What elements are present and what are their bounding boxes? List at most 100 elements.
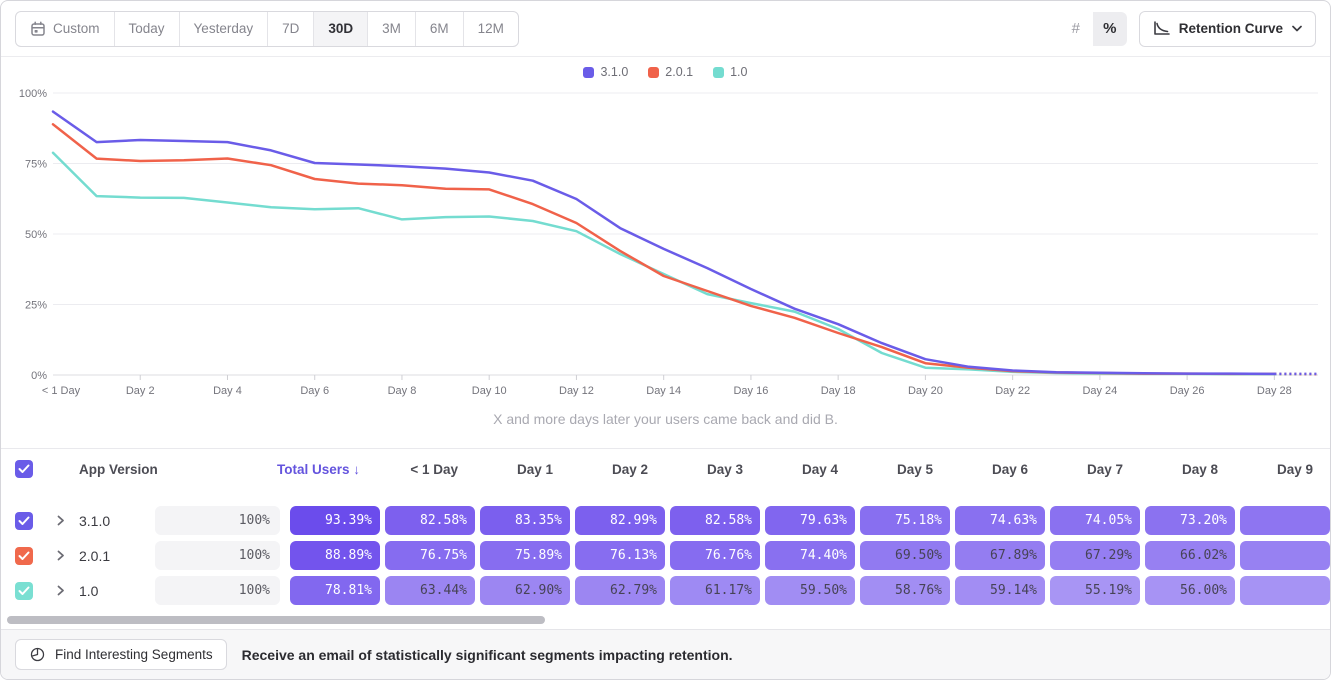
date-range-today[interactable]: Today	[115, 11, 180, 46]
row-app-version-label: 2.0.1	[79, 547, 111, 564]
date-range-12m[interactable]: 12M	[464, 12, 518, 46]
retention-cell[interactable]: 75.89%	[480, 541, 570, 570]
retention-cell[interactable]: 56.00%	[1145, 576, 1235, 605]
series-line-1.0	[51, 151, 1276, 376]
y-axis-tick: 75%	[25, 159, 47, 171]
table-header-row: App Version Total Users ↓ < 1 Day Day 1 Da…	[1, 449, 1330, 489]
date-range-label: 12M	[477, 21, 504, 36]
x-axis-tick: Day 22	[995, 385, 1030, 397]
column-header-day-8: Day 8	[1181, 461, 1218, 477]
retention-table: App Version Total Users ↓ < 1 Day Day 1 Da…	[1, 448, 1330, 611]
table-row-3.1.0: 3.1.0 100% 93.39% 82.58% 83.35% 82.99% 82.58% 7…	[1, 506, 1330, 535]
row-checkbox-2.0.1[interactable]	[15, 546, 33, 565]
date-range-label: 3M	[382, 21, 401, 36]
date-range-custom[interactable]: Custom	[16, 11, 115, 46]
legend-swatch-icon	[648, 66, 660, 78]
date-range-label: Custom	[53, 21, 100, 36]
find-interesting-segments-button[interactable]: Find Interesting Segments	[15, 639, 227, 670]
retention-cell[interactable]: 75.18%	[860, 506, 950, 535]
total-users-cell: 100%	[155, 576, 280, 605]
retention-cell[interactable]: 55.19%	[1050, 576, 1140, 605]
x-axis-tick: Day 10	[472, 385, 507, 397]
retention-cell[interactable]: 66.02%	[1145, 541, 1235, 570]
calendar-icon	[30, 21, 46, 37]
x-axis-tick: Day 14	[646, 385, 681, 397]
x-axis-tick: Day 8	[388, 385, 417, 397]
expand-chevron-icon[interactable]	[57, 515, 73, 526]
expand-chevron-icon[interactable]	[57, 585, 73, 596]
column-header-day-2: Day 2	[611, 461, 648, 477]
retention-cell[interactable]: 67.29%	[1050, 541, 1140, 570]
retention-cell-partial	[1240, 506, 1330, 535]
y-axis-tick: 0%	[31, 370, 47, 382]
retention-cell[interactable]: 76.76%	[670, 541, 760, 570]
view-selector[interactable]: Retention Curve	[1138, 10, 1316, 47]
row-checkbox-1.0[interactable]	[15, 581, 33, 600]
retention-cell[interactable]: 78.81%	[290, 576, 380, 605]
retention-cell[interactable]: 74.40%	[765, 541, 855, 570]
x-axis-tick: Day 4	[213, 385, 242, 397]
retention-cell[interactable]: 59.50%	[765, 576, 855, 605]
retention-cell[interactable]: 82.58%	[670, 506, 760, 535]
date-range-3m[interactable]: 3M	[368, 11, 416, 46]
retention-cell[interactable]: 76.13%	[575, 541, 665, 570]
legend-item-2.0.1[interactable]: 2.0.1	[648, 65, 693, 79]
row-app-version-label: 1.0	[79, 582, 99, 599]
row-checkbox-3.1.0[interactable]	[15, 511, 33, 530]
x-axis-tick: Day 18	[821, 385, 856, 397]
date-range-label: 7D	[282, 21, 300, 36]
column-header-day-9: Day 9	[1276, 461, 1313, 477]
retention-cell[interactable]: 61.17%	[670, 576, 760, 605]
table-row-2.0.1: 2.0.1 100% 88.89% 76.75% 75.89% 76.13% 76.76% 7…	[1, 541, 1330, 570]
retention-cell[interactable]: 62.79%	[575, 576, 665, 605]
legend-item-3.1.0[interactable]: 3.1.0	[583, 65, 628, 79]
percent-icon[interactable]: %	[1092, 11, 1127, 46]
chart-section: 3.1.0 2.0.1 1.0 0% 25% 50% 75% 100% < 1 Day Day …	[1, 57, 1330, 448]
retention-cell[interactable]: 69.50%	[860, 541, 950, 570]
day-column-headers: < 1 Day Day 1 Day 2 Day 3 Day 4 Day 5 Day 6 Day…	[366, 462, 1321, 477]
y-axis-tick: 100%	[19, 88, 47, 100]
select-all-checkbox[interactable]	[15, 460, 33, 478]
date-range-label: 30D	[328, 21, 354, 36]
number-format-toggle: #%	[1059, 11, 1127, 46]
find-interesting-segments-label: Find Interesting Segments	[55, 647, 213, 662]
retention-cell[interactable]: 67.89%	[955, 541, 1045, 570]
retention-cell[interactable]: 74.05%	[1050, 506, 1140, 535]
date-range-7d[interactable]: 7D	[268, 11, 315, 46]
column-header-app-version: App Version	[79, 461, 158, 477]
chevron-down-icon	[1292, 25, 1302, 32]
legend-item-1.0[interactable]: 1.0	[713, 65, 748, 79]
column-header-total-users[interactable]: Total Users ↓	[276, 461, 360, 477]
date-range-label: Today	[128, 21, 165, 36]
retention-cell[interactable]: 63.44%	[385, 576, 475, 605]
x-axis-tick: Day 2	[126, 385, 155, 397]
retention-line-chart: 0% 25% 50% 75% 100% < 1 Day Day 2 Day 4 Day 6 Day…	[19, 88, 1319, 397]
legend-label: 2.0.1	[665, 65, 694, 79]
retention-cell[interactable]: 59.14%	[955, 576, 1045, 605]
retention-cell[interactable]: 83.35%	[480, 506, 570, 535]
retention-cell[interactable]: 82.99%	[575, 506, 665, 535]
retention-cell[interactable]: 74.63%	[955, 506, 1045, 535]
retention-cell[interactable]: 58.76%	[860, 576, 950, 605]
date-range-yesterday[interactable]: Yesterday	[180, 11, 269, 46]
horizontal-scrollbar-thumb[interactable]	[7, 616, 545, 624]
retention-cell[interactable]: 88.89%	[290, 541, 380, 570]
column-header-day-0: < 1 Day	[410, 461, 458, 477]
date-range-6m[interactable]: 6M	[416, 11, 464, 46]
table-row-1.0: 1.0 100% 78.81% 63.44% 62.90% 62.79% 61.17% 59.…	[1, 576, 1330, 605]
retention-cell[interactable]: 93.39%	[290, 506, 380, 535]
column-header-day-4: Day 4	[801, 461, 838, 477]
y-axis-tick: 25%	[25, 300, 47, 312]
x-axis-tick: < 1 Day	[42, 385, 81, 397]
retention-cell[interactable]: 76.75%	[385, 541, 475, 570]
retention-cell-partial	[1240, 541, 1330, 570]
retention-cell[interactable]: 79.63%	[765, 506, 855, 535]
date-range-30d[interactable]: 30D	[314, 11, 369, 46]
retention-cell[interactable]: 82.58%	[385, 506, 475, 535]
retention-cell[interactable]: 73.20%	[1145, 506, 1235, 535]
y-axis-tick: 50%	[25, 229, 47, 241]
expand-chevron-icon[interactable]	[57, 550, 73, 561]
retention-cell[interactable]: 62.90%	[480, 576, 570, 605]
absolute-numbers-icon[interactable]: #	[1071, 20, 1080, 37]
